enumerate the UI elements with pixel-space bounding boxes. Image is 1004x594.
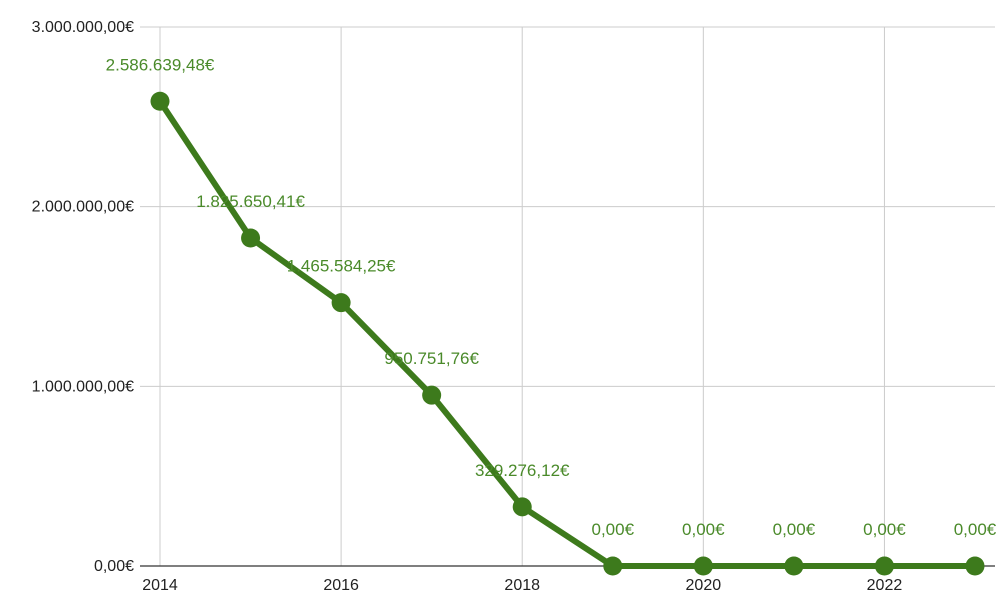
y-tick-label: 1.000.000,00€ [32, 378, 134, 395]
x-tick-label: 2016 [323, 577, 359, 594]
y-axis-ticks: 0,00€ 1.000.000,00€ 2.000.000,00€ 3.000.000… [32, 19, 134, 575]
x-tick-label: 2014 [142, 577, 178, 594]
y-tick-label: 2.000.000,00€ [32, 199, 134, 216]
data-label-2015: 1.825.650,41€ [196, 192, 305, 211]
series-line [157, 98, 978, 569]
data-label-layer: 2.586.639,48€ 1.825.650,41€ 1.465.584,25€ 9… [106, 55, 997, 539]
x-tick-label: 2018 [504, 577, 540, 594]
data-label-2023: 0,00€ [954, 520, 997, 539]
data-point-2020 [693, 556, 713, 576]
data-point-2021 [784, 556, 804, 576]
data-point-2018 [512, 497, 532, 517]
series-layer [150, 91, 985, 576]
data-label-2022: 0,00€ [863, 520, 906, 539]
x-axis-ticks: 2014 2016 2018 2020 2022 [142, 577, 902, 594]
y-tick-label: 0,00€ [94, 558, 134, 575]
data-label-2016: 1.465.584,25€ [287, 257, 396, 276]
data-label-2021: 0,00€ [773, 520, 816, 539]
data-label-2019: 0,00€ [592, 520, 635, 539]
data-point-2017 [422, 385, 442, 405]
x-tick-label: 2020 [686, 577, 722, 594]
data-point-2022 [874, 556, 894, 576]
data-label-2017: 950.751,76€ [384, 349, 479, 368]
x-tick-label: 2022 [867, 577, 903, 594]
grid-layer [140, 26, 995, 567]
data-point-2023 [965, 556, 985, 576]
data-label-2018: 329.276,12€ [475, 461, 570, 480]
data-label-2020: 0,00€ [682, 520, 725, 539]
data-point-2014 [150, 91, 170, 111]
data-point-2019 [603, 556, 623, 576]
y-tick-label: 3.000.000,00€ [32, 19, 134, 36]
data-label-2014: 2.586.639,48€ [106, 55, 215, 74]
data-point-2015 [241, 228, 261, 248]
data-point-2016 [331, 293, 351, 313]
